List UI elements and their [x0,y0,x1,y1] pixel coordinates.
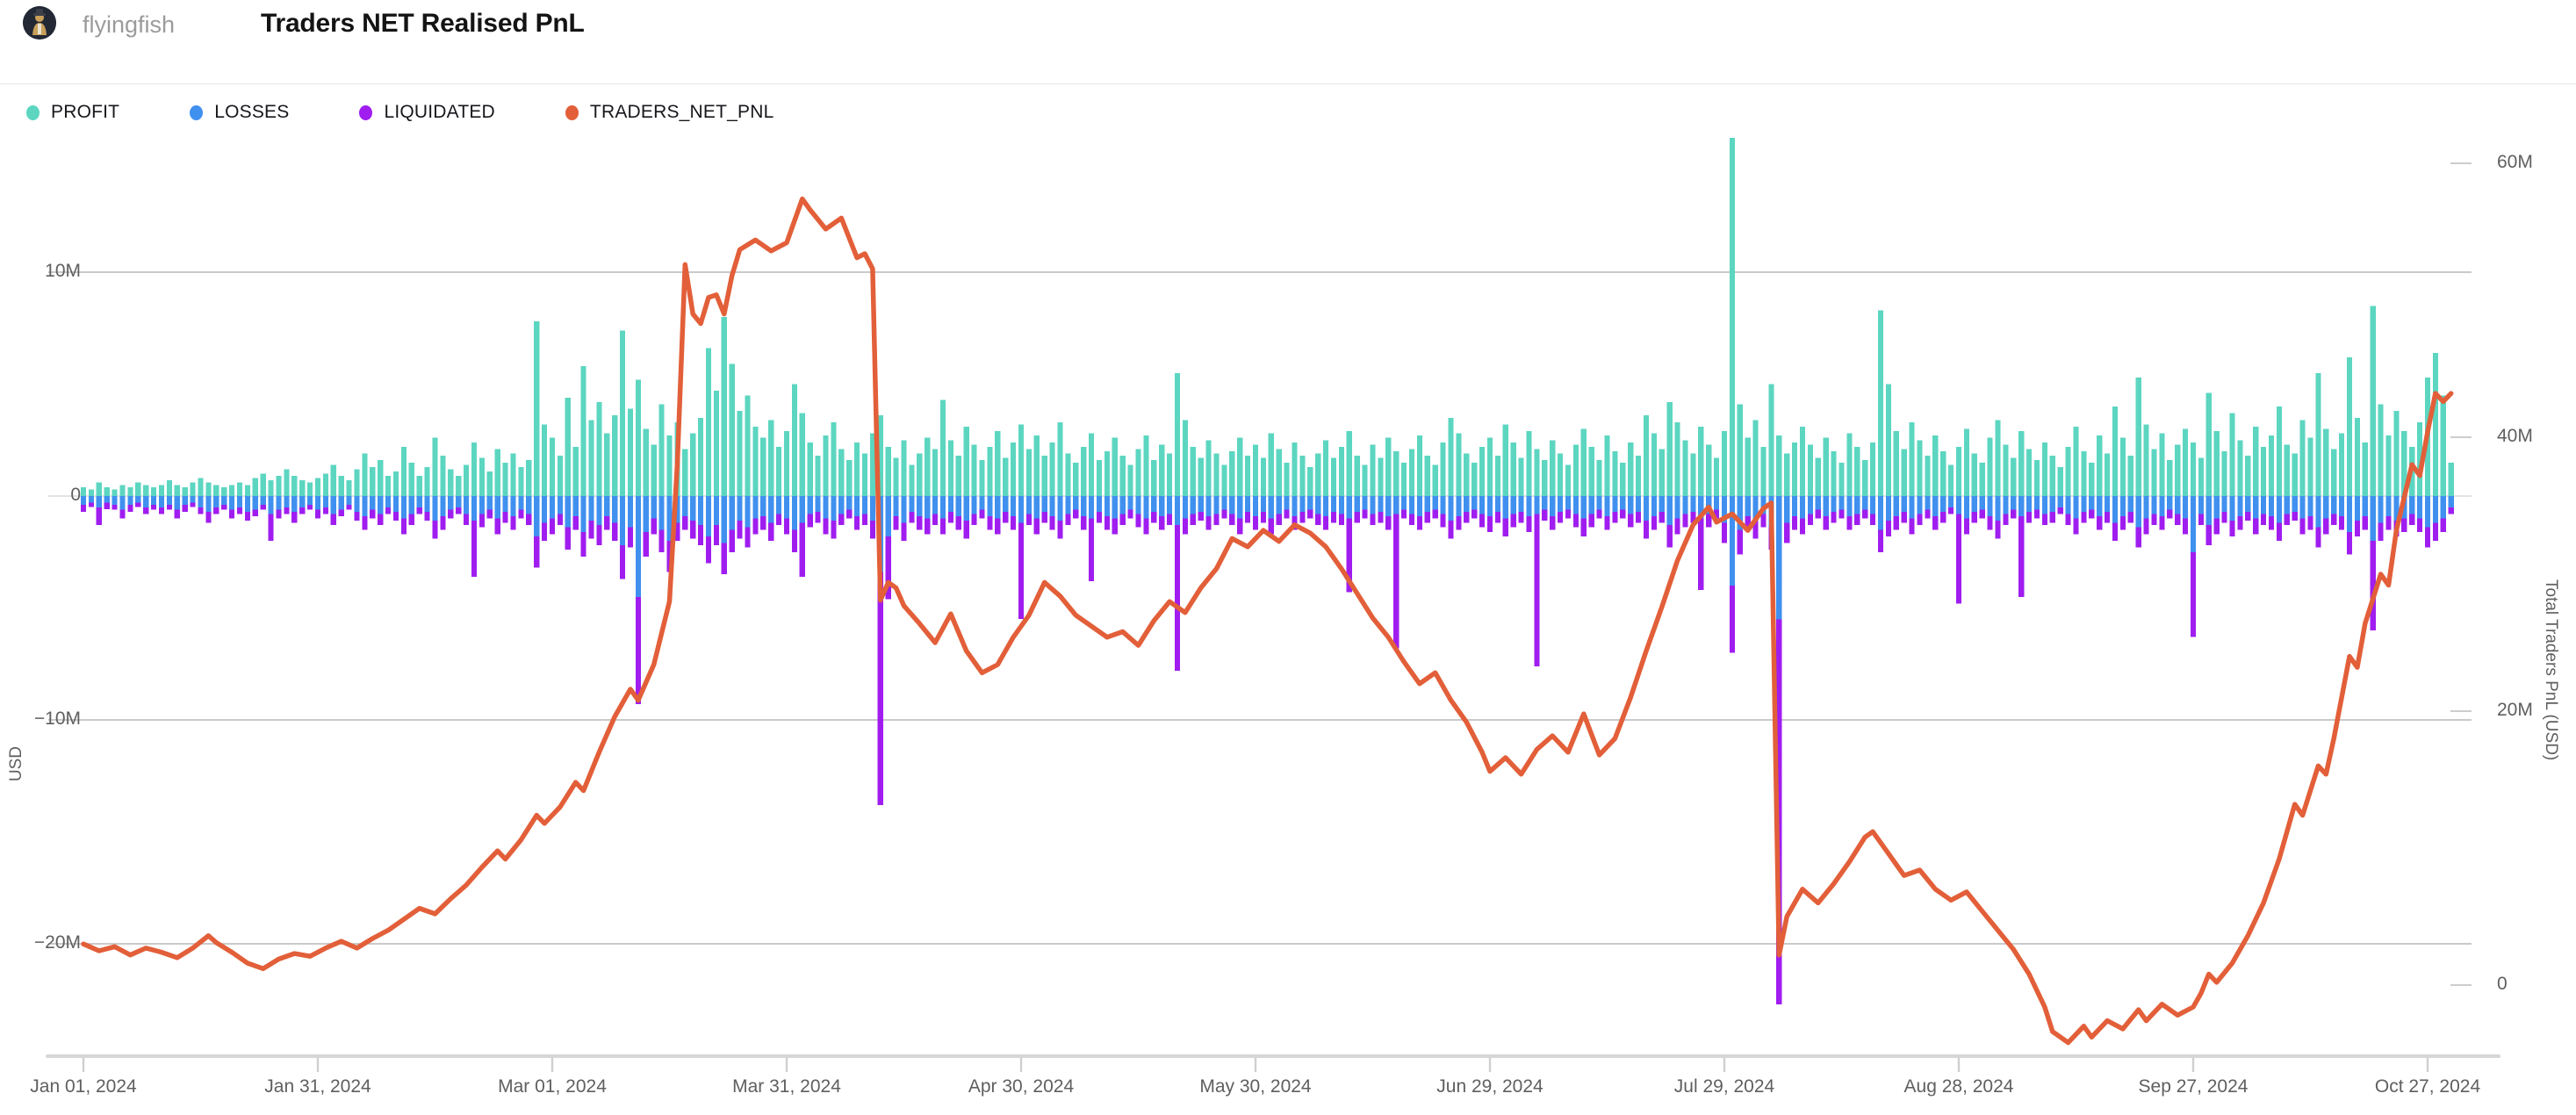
legend-dot-icon [359,104,373,120]
x-axis-tick-label: Jun 29, 2024 [1436,1076,1543,1097]
right-axis-title: Total Traders PnL (USD) [2542,579,2560,761]
legend-label: TRADERS_NET_PNL [589,102,774,122]
chart-canvas[interactable] [0,132,2576,1115]
legend-item-liquidated[interactable]: LIQUIDATED [359,102,495,123]
left-axis-title: USD [7,746,25,782]
widget-header: flyingfish Traders NET Realised PnL [0,0,2576,83]
y-axis-left-tick-label: 10M [45,261,81,281]
legend-label: LOSSES [214,102,290,122]
legend-label: PROFIT [51,102,120,122]
avatar[interactable] [23,6,56,40]
y-axis-right-tick-label: 40M [2497,426,2533,446]
bars-losses[interactable] [80,496,2454,620]
chart-legend: PROFIT LOSSES LIQUIDATED TRADERS_NET_PNL [0,93,774,132]
x-axis-tick-label: Mar 01, 2024 [498,1076,607,1097]
bars-profit[interactable] [80,138,2454,497]
x-axis-tick-label: Oct 27, 2024 [2374,1076,2481,1097]
x-axis-tick-label: Mar 31, 2024 [732,1076,841,1097]
username[interactable]: flyingfish [83,11,176,38]
legend-dot-icon [565,104,579,120]
x-axis-tick-label: Jul 29, 2024 [1673,1076,1775,1097]
x-axis-tick-label: Aug 28, 2024 [1903,1076,2014,1097]
x-axis-line [46,1054,2500,1058]
legend-item-losses[interactable]: LOSSES [190,102,289,123]
x-axis-tick-label: Jan 31, 2024 [264,1076,371,1097]
bars-liquidated[interactable] [80,502,2454,1004]
header-divider [0,83,2576,84]
y-axis-right-tick-label: 0 [2497,974,2508,994]
page-title: Traders NET Realised PnL [261,9,585,38]
x-axis-tick-label: Apr 30, 2024 [968,1076,1075,1097]
avatar-figure-icon [23,6,56,40]
y-axis-right-tick-label: 20M [2497,700,2533,720]
x-axis-tick-label: May 30, 2024 [1199,1076,1312,1097]
legend-item-profit[interactable]: PROFIT [26,102,119,123]
legend-dot-icon [26,104,40,120]
y-axis-left-tick-label: −10M [33,709,81,729]
x-axis-tick-label: Sep 27, 2024 [2138,1076,2249,1097]
x-axis-tick-label: Jan 01, 2024 [30,1076,137,1097]
legend-dot-icon [190,104,204,120]
legend-item-traders_net_pnl[interactable]: TRADERS_NET_PNL [565,102,774,123]
pnl-chart[interactable]: 10M 0 −10M −20M 60M 40M 20M 0 Jan 01, 2024 Jan 31… [0,132,2576,1115]
y-axis-left-tick-label: 0 [70,485,81,505]
legend-label: LIQUIDATED [384,102,495,122]
net-pnl-line[interactable] [81,196,2454,1046]
y-axis-left-tick-label: −20M [33,932,81,953]
y-axis-right-tick-label: 60M [2497,152,2533,172]
